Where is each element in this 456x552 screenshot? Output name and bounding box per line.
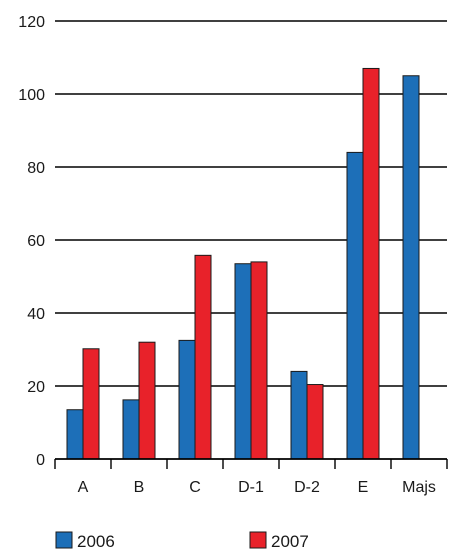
gridlines bbox=[55, 20, 447, 387]
bar-2007-A bbox=[82, 348, 100, 460]
x-tick-label: A bbox=[78, 479, 89, 496]
bar-2007-B bbox=[138, 341, 156, 460]
legend-label-2007: 2007 bbox=[271, 532, 309, 551]
bar-2007-E bbox=[362, 67, 380, 460]
bar-2006-B bbox=[122, 399, 140, 460]
bar-2006-E bbox=[346, 151, 364, 460]
x-tick-label: C bbox=[189, 479, 201, 496]
x-tick-label: B bbox=[134, 479, 145, 496]
bar-2006-D-1 bbox=[234, 263, 252, 460]
bar-2006-A bbox=[66, 409, 84, 460]
bar-2006-Majs bbox=[402, 75, 420, 460]
y-tick-label: 20 bbox=[27, 379, 45, 396]
y-tick-label: 80 bbox=[27, 160, 45, 177]
x-tick-label: D-1 bbox=[238, 479, 264, 496]
legend: 2006 2007 bbox=[55, 531, 309, 551]
x-axis: A B C D-1 D-2 E Majs bbox=[54, 458, 448, 496]
legend-label-2006: 2006 bbox=[77, 532, 115, 551]
x-tick-label: E bbox=[358, 479, 369, 496]
bars bbox=[66, 67, 420, 460]
y-tick-label: 120 bbox=[18, 14, 45, 31]
legend-swatch-2007 bbox=[249, 531, 267, 549]
y-tick-label: 100 bbox=[18, 87, 45, 104]
y-tick-label: 40 bbox=[27, 306, 45, 323]
y-axis-ticks: 0 20 40 60 80 100 120 bbox=[18, 14, 45, 469]
y-tick-label: 60 bbox=[27, 233, 45, 250]
bar-2006-C bbox=[178, 339, 196, 460]
legend-swatch-2006 bbox=[55, 531, 73, 549]
bar-2007-D-2 bbox=[306, 384, 324, 460]
x-tick-label: Majs bbox=[402, 479, 436, 496]
bar-2006-D-2 bbox=[290, 370, 308, 460]
bar-2007-D-1 bbox=[250, 261, 268, 460]
y-tick-label: 0 bbox=[36, 452, 45, 469]
bar-2007-C bbox=[194, 254, 212, 460]
x-tick-label: D-2 bbox=[294, 479, 320, 496]
